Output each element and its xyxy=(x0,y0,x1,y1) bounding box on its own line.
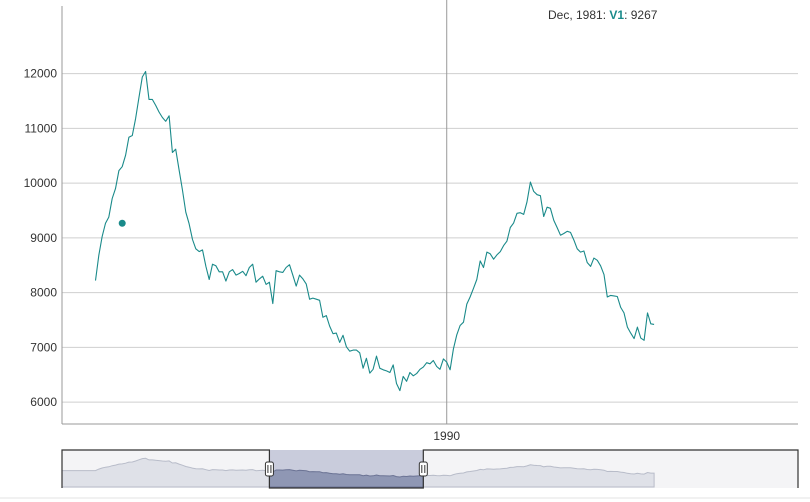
x-axis-tick-labels: 1990 xyxy=(433,429,460,443)
y-tick-label-9000: 9000 xyxy=(30,231,57,245)
y-gridlines xyxy=(62,73,798,403)
legend-separator: : xyxy=(624,8,631,22)
navigator-frame xyxy=(61,449,799,489)
y-tick-label-7000: 7000 xyxy=(30,340,57,354)
navigator-left-handle[interactable] xyxy=(264,461,274,477)
y-tick-label-11000: 11000 xyxy=(25,121,58,135)
navigator-right-handle[interactable] xyxy=(418,461,428,477)
legend-value: 9267 xyxy=(631,8,658,22)
y-tick-label-6000: 6000 xyxy=(30,395,57,409)
series-line-v1 xyxy=(94,70,655,392)
range-navigator[interactable] xyxy=(61,449,799,489)
right-handle-grip xyxy=(418,461,428,477)
y-tick-label-8000: 8000 xyxy=(30,286,57,300)
left-handle-grip xyxy=(264,461,274,477)
y-tick-label-12000: 12000 xyxy=(24,67,58,81)
y-axis-tick-labels: 6000 7000 8000 9000 10000 11000 12000 xyxy=(24,67,58,409)
hover-legend: Dec, 1981: V1: 9267 xyxy=(548,8,658,22)
hover-point-marker xyxy=(118,219,126,227)
navigator-selected-area xyxy=(268,469,424,488)
x-tick-label-1990: 1990 xyxy=(433,429,460,443)
y-tick-label-10000: 10000 xyxy=(24,176,58,190)
legend-series-name: V1 xyxy=(609,8,624,22)
legend-date: Dec, 1981: xyxy=(548,8,609,22)
